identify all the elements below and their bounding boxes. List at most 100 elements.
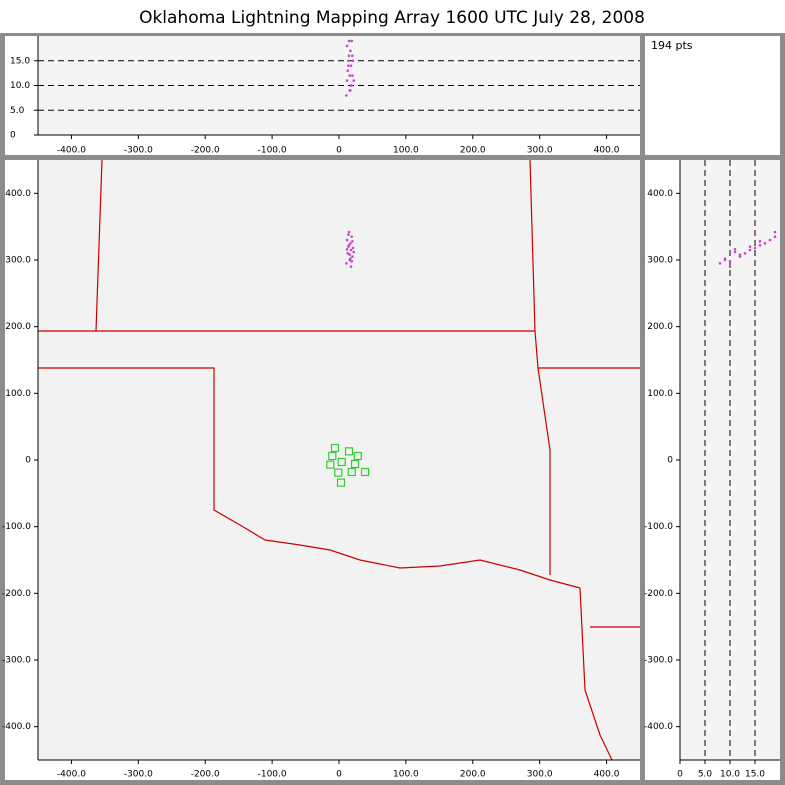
y-tick-label: 300.0 [647,256,673,266]
station [336,478,346,487]
point-count: 194 pts [651,39,693,52]
source-x-alt [351,74,354,77]
source-x-alt [347,64,350,67]
source-x-alt [348,74,352,77]
source-plan [347,230,351,234]
source-plan [349,242,352,245]
source-plan [346,252,349,255]
source-y-alt [743,252,747,255]
y-tick-label: 0 [667,456,673,466]
x-tick-label: 200.0 [460,770,486,780]
y-tick-label: 400.0 [5,189,31,199]
source-y-alt [748,245,752,248]
source-x-alt [347,39,351,43]
x-tick-label: -400.0 [57,146,86,156]
source-y-alt [753,246,757,250]
z-tick-label: 15.0 [745,770,765,780]
x-tick-label: 100.0 [393,146,419,156]
source-plan [345,248,349,251]
source-plan [347,233,350,236]
state-borders [38,159,640,761]
y-tick-label: 0 [25,456,31,466]
x-tick-label: -300.0 [124,146,153,156]
z-tick-label: 10.0 [720,770,740,780]
source-y-alt [773,235,777,238]
y-tick-label: -100.0 [2,522,31,532]
x-tick-label: -100.0 [258,770,287,780]
y-tick-label: -300.0 [2,656,31,666]
x-tick-label: -100.0 [258,146,287,156]
x-tick-label: -400.0 [57,770,86,780]
x-tick-label: 300.0 [527,770,553,780]
source-plan [345,238,349,242]
x-tick-label: 400.0 [594,770,620,780]
source-x-alt [349,64,353,67]
info-box [645,36,780,155]
source-y-alt [738,255,742,258]
source-y-alt [718,262,722,265]
source-x-alt [347,59,350,63]
station [326,460,335,469]
station [360,467,370,477]
station [328,451,337,461]
x-tick-label: 200.0 [460,146,486,156]
source-x-alt [345,79,349,82]
x-tick-label: 300.0 [527,146,553,156]
y-tick-label: 400.0 [647,189,673,199]
z-tick-label: 5.0 [698,770,713,780]
map-plot [38,160,640,760]
station [353,451,362,461]
x-tick-label: 100.0 [393,770,419,780]
source-y-alt [768,238,772,242]
source-x-alt [351,54,354,58]
source-y-alt [733,250,737,254]
station [350,459,360,469]
x-tick-label: -200.0 [191,146,220,156]
source-y-alt [723,257,727,260]
source-y-alt [758,244,762,247]
x-tick-label: -200.0 [191,770,220,780]
chart-title: Oklahoma Lightning Mapping Array 1600 UT… [139,8,645,28]
source-x-alt [350,84,354,87]
source-x-alt [345,94,348,97]
source-plan [349,248,353,252]
station [337,457,346,467]
source-plan [345,262,348,265]
source-plan [347,245,350,248]
y-tick-label: -300.0 [644,656,673,666]
y-tick-label: -100.0 [644,522,673,532]
z-tick-label: 10.0 [10,81,30,91]
source-x-alt [349,89,352,92]
source-x-alt [345,44,349,48]
z-tick-label: 0 [677,770,683,780]
source-x-alt [347,54,351,58]
source-plan [350,260,354,263]
source-plan [349,257,352,260]
plot-layer: -400.0 -400.0 -300.0 -300.0 -200.0 -200.0 -100… [2,39,777,780]
x-tick-label: 0 [336,146,342,156]
source-plan [350,235,354,238]
station [344,447,354,456]
y-tick-label: 100.0 [5,389,31,399]
source-x-alt [350,39,354,43]
source-plan [351,255,354,258]
z-tick-label: 0 [10,131,16,141]
station [347,467,356,477]
z-tick-label: 15.0 [10,56,30,66]
source-x-alt [351,59,355,63]
x-tick-label: 0 [336,770,342,780]
source-plan [351,240,354,243]
source-x-alt [352,79,356,82]
source-y-alt [758,240,762,243]
station [330,443,340,453]
source-y-alt [738,253,742,256]
source-y-alt [728,260,732,263]
y-tick-label: -400.0 [644,722,673,732]
y-tick-label: -200.0 [644,589,673,599]
source-x-alt [346,69,349,72]
y-tick-label: -400.0 [2,722,31,732]
y-tick-label: 300.0 [5,256,31,266]
source-plan [351,246,355,250]
source-plan [348,253,352,256]
